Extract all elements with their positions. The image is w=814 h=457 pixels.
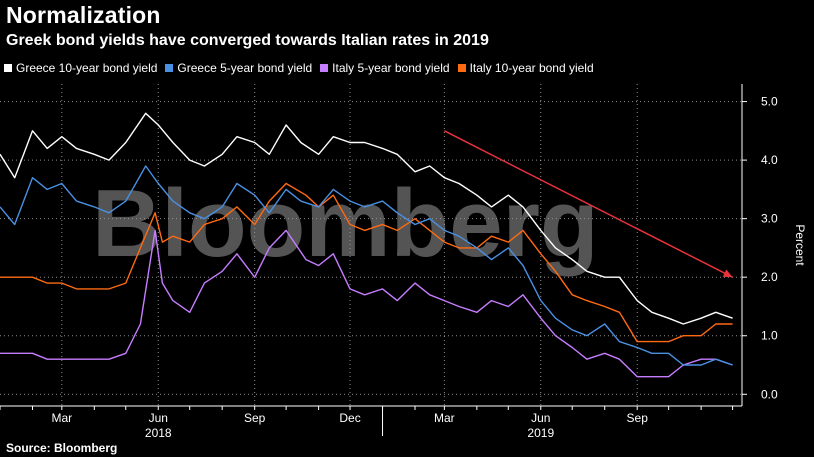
x-tick-label: Dec — [339, 411, 360, 425]
chart-title: Normalization — [6, 2, 161, 28]
trend-arrow-head — [722, 269, 733, 278]
legend-swatch-greece-5y — [165, 64, 174, 72]
x-tick-label: Mar — [51, 411, 72, 425]
series-layer — [0, 112, 733, 378]
y-axis-label: Percent — [793, 224, 807, 266]
series-line-greece-10-year-bond-yield — [0, 112, 733, 325]
y-tick-label: 5.0 — [761, 95, 778, 109]
x-year-label: 2019 — [527, 426, 554, 440]
y-tick-label: 3.0 — [761, 212, 778, 226]
legend: Greece 10-year bond yield Greece 5-year … — [4, 61, 602, 75]
x-tick-label: Jun — [531, 411, 550, 425]
chart-subtitle: Greek bond yields have converged towards… — [6, 32, 489, 49]
watermark: Bloomberg — [92, 170, 599, 277]
x-tick-label: Jun — [149, 411, 168, 425]
x-tick-label: Sep — [244, 411, 266, 425]
legend-label-greece-10y: Greece 10-year bond yield — [16, 61, 158, 75]
source-note: Source: Bloomberg — [6, 441, 118, 455]
x-tick-label: Sep — [627, 411, 649, 425]
y-tick-label: 4.0 — [761, 153, 778, 167]
y-tick-label: 2.0 — [761, 270, 778, 284]
series-line-italy-5-year-bond-yield — [0, 229, 733, 378]
legend-item-greece-10y: Greece 10-year bond yield — [4, 61, 157, 75]
legend-swatch-italy-5y — [320, 64, 329, 72]
series-line-italy-10-year-bond-yield — [0, 182, 733, 343]
legend-item-italy-5y: Italy 5-year bond yield — [320, 61, 450, 75]
y-tick-label: 0.0 — [761, 387, 778, 401]
x-tick-label: Mar — [434, 411, 455, 425]
annotation-layer — [444, 130, 733, 278]
legend-swatch-italy-10y — [457, 64, 466, 72]
legend-label-italy-5y: Italy 5-year bond yield — [332, 61, 450, 75]
grid — [0, 84, 742, 406]
legend-item-greece-5y: Greece 5-year bond yield — [165, 61, 312, 75]
axes: 0.0 1.0 2.0 3.0 4.0 5.0 Percent Mar Jun Sep Dec Mar… — [0, 84, 807, 440]
series-line-greece-5-year-bond-yield — [0, 165, 733, 366]
legend-label-greece-5y: Greece 5-year bond yield — [177, 61, 313, 75]
legend-item-italy-10y: Italy 10-year bond yield — [457, 61, 594, 75]
x-year-label: 2018 — [145, 426, 172, 440]
y-tick-label: 1.0 — [761, 329, 778, 343]
legend-swatch-greece-10y — [4, 64, 12, 72]
trend-arrow-line — [444, 130, 733, 278]
legend-label-italy-10y: Italy 10-year bond yield — [469, 61, 594, 75]
